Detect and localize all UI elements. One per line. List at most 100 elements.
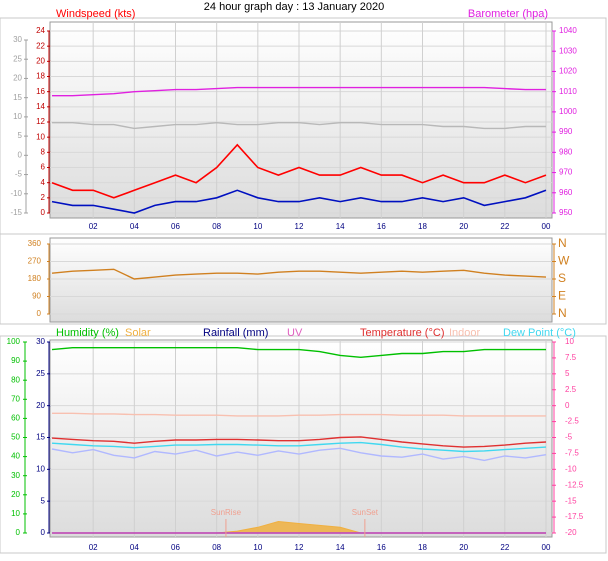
legend-entry: Solar (125, 327, 151, 339)
x-tick-label: 14 (336, 222, 345, 231)
page-title: 24 hour graph day : 13 January 2020 (204, 1, 384, 13)
y-tick-label: 20 (36, 56, 45, 65)
y-tick-label: -15 (565, 496, 577, 505)
plot-area (49, 339, 553, 538)
y-tick-label: 22 (36, 41, 45, 50)
y-tick-label: 8 (41, 147, 46, 156)
x-tick-label: 00 (542, 543, 551, 552)
y-tick-label: 16 (36, 87, 45, 96)
y-tick-label: W (558, 254, 570, 268)
y-tick-label: 5 (565, 369, 570, 378)
y-tick-label: 0 (18, 150, 23, 159)
y-tick-label: 25 (13, 54, 22, 63)
line (51, 268, 547, 280)
y-tick-label: 15 (13, 93, 22, 102)
x-tick-label: 02 (89, 222, 98, 231)
y-tick-label: 14 (36, 102, 45, 111)
x-tick-label: 12 (295, 543, 304, 552)
y-tick-label: 980 (559, 147, 573, 156)
y-tick-label: 15 (36, 433, 45, 442)
x-tick-label: 16 (377, 543, 386, 552)
y-tick-label: 950 (559, 208, 573, 217)
y-tick-label: -15 (10, 208, 22, 217)
x-tick-label: 12 (295, 222, 304, 231)
y-tick-label: 18 (36, 72, 45, 81)
y-tick-label: 12 (36, 117, 45, 126)
x-tick-label: 22 (500, 543, 509, 552)
x-tick-label: 20 (459, 543, 468, 552)
y-tick-label: 10 (13, 112, 22, 121)
legend-entry: Dew Point (°C) (503, 327, 576, 339)
y-tick-label: 80 (11, 375, 20, 384)
y-tick-label: 0 (41, 528, 46, 537)
x-tick-label: 06 (171, 222, 180, 231)
x-tick-label: 00 (542, 222, 551, 231)
y-tick-label: 1020 (559, 67, 577, 76)
x-tick-label: 08 (212, 222, 221, 231)
y-tick-label: -17.5 (565, 512, 584, 521)
y-tick-label: E (558, 289, 566, 303)
x-tick-label: 08 (212, 543, 221, 552)
y-tick-label: 10 (36, 464, 45, 473)
line (51, 436, 547, 448)
x-tick-label: 14 (336, 543, 345, 552)
y-tick-label: 10 (565, 337, 574, 346)
y-tick-label: 20 (13, 74, 22, 83)
y-tick-label: 180 (28, 274, 42, 283)
y-tick-label: -7.5 (565, 449, 579, 458)
y-tick-label: 2 (41, 193, 46, 202)
y-tick-label: -5 (565, 433, 573, 442)
y-tick-label: 100 (7, 337, 21, 346)
annotation: SunSet (352, 508, 379, 517)
y-tick-label: 2.5 (565, 385, 577, 394)
y-tick-label: 1000 (559, 107, 577, 116)
line (52, 121, 546, 130)
y-tick-label: -12.5 (565, 480, 584, 489)
x-tick-label: 06 (171, 543, 180, 552)
y-tick-label: 70 (11, 394, 20, 403)
y-tick-label: 7.5 (565, 353, 577, 362)
x-tick-label: 02 (89, 543, 98, 552)
y-tick-label: 25 (36, 369, 45, 378)
y-tick-label: N (558, 306, 567, 320)
y-tick-label: -10 (10, 189, 22, 198)
y-tick-label: 5 (18, 131, 23, 140)
y-tick-label: 30 (13, 35, 22, 44)
y-tick-label: -20 (565, 528, 577, 537)
y-tick-label: -5 (15, 170, 23, 179)
y-tick-label: 10 (11, 509, 20, 518)
legend-entry: UV (287, 327, 303, 339)
legend-entry: Temperature (°C) (360, 327, 444, 339)
legend-entry: Humidity (%) (56, 327, 119, 339)
y-tick-label: 30 (36, 337, 45, 346)
plot-area (49, 21, 553, 219)
y-tick-label: -10 (565, 464, 577, 473)
y-tick-label: 90 (11, 356, 20, 365)
y-tick-label: 50 (11, 433, 20, 442)
x-tick-label: 18 (418, 543, 427, 552)
y-tick-label: N (558, 236, 567, 250)
line (52, 86, 546, 97)
x-tick-label: 16 (377, 222, 386, 231)
line (51, 189, 547, 214)
y-tick-label: 90 (32, 292, 41, 301)
y-tick-label: S (558, 271, 566, 285)
legend-entry: Barometer (hpa) (468, 8, 548, 20)
x-tick-label: 10 (253, 543, 262, 552)
y-tick-label: 0 (41, 208, 46, 217)
annotation: SunRise (211, 508, 242, 517)
y-tick-label: -2.5 (565, 417, 579, 426)
legend-entry: Windspeed (kts) (56, 8, 135, 20)
y-tick-label: 24 (36, 26, 45, 35)
legend-entry: Rainfall (mm) (203, 327, 268, 339)
y-tick-label: 40 (11, 452, 20, 461)
y-tick-label: 5 (41, 496, 46, 505)
line (52, 412, 546, 417)
x-tick-label: 04 (130, 543, 139, 552)
y-tick-label: 970 (559, 168, 573, 177)
y-tick-label: 10 (36, 132, 45, 141)
y-tick-label: 0 (565, 401, 570, 410)
y-tick-label: 1010 (559, 87, 577, 96)
y-tick-label: 960 (559, 188, 573, 197)
panel-border (0, 233, 607, 325)
